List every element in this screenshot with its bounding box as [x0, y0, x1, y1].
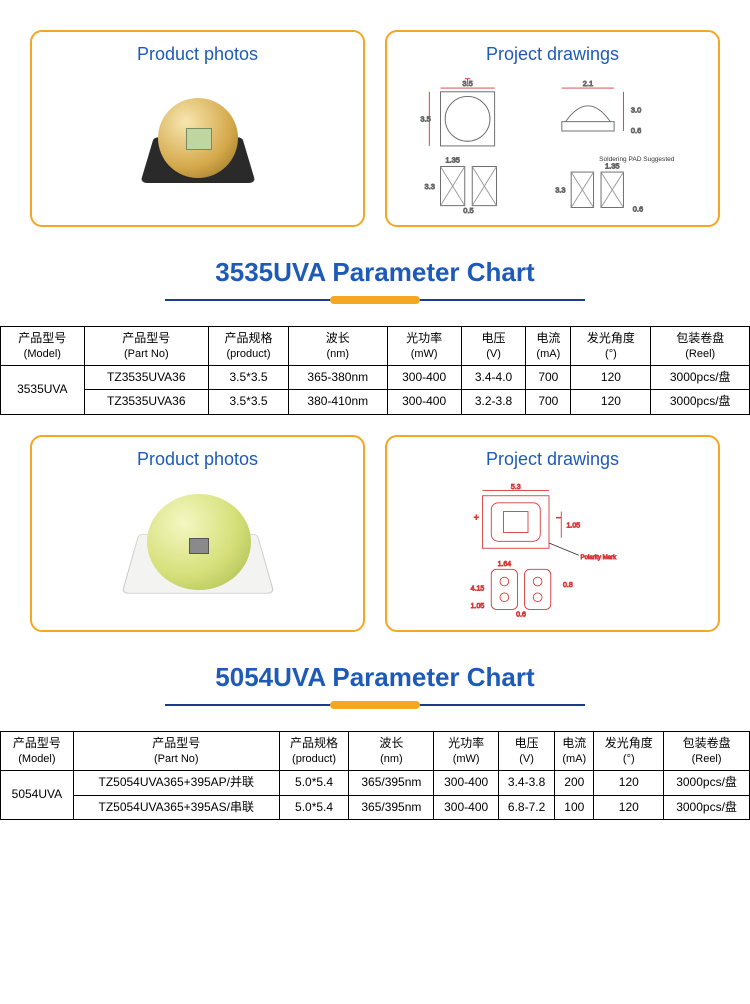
svg-text:1.35: 1.35 — [445, 156, 460, 165]
chart-title-3535: 3535UVA Parameter Chart — [0, 257, 750, 306]
card-title: Project drawings — [397, 44, 708, 65]
product-photo-3535 — [42, 75, 353, 215]
card-row-3535: Product photos Project drawings 3.5 3.5 — [30, 30, 720, 227]
title-underline — [165, 701, 585, 711]
table-header-row: 产品型号(Model) 产品型号(Part No) 产品规格(product) … — [1, 327, 750, 366]
svg-text:5.3: 5.3 — [511, 484, 521, 491]
led-3535-render — [138, 90, 258, 200]
card-title: Project drawings — [397, 449, 708, 470]
svg-text:0.5: 0.5 — [463, 206, 473, 215]
svg-text:3.5: 3.5 — [420, 115, 430, 124]
chart-title-text: 3535UVA Parameter Chart — [215, 257, 534, 288]
chart-title-5054: 5054UVA Parameter Chart — [0, 662, 750, 711]
model-cell: 5054UVA — [1, 770, 74, 819]
svg-text:Polarity Mark: Polarity Mark — [581, 554, 618, 561]
svg-text:3.3: 3.3 — [555, 186, 565, 195]
svg-text:1.64: 1.64 — [498, 561, 512, 568]
drawing-3535: 3.5 3.5 2.1 3.0 0.6 — [397, 75, 708, 215]
svg-text:2.1: 2.1 — [583, 79, 593, 88]
svg-text:3.3: 3.3 — [425, 182, 435, 191]
svg-text:3.5: 3.5 — [462, 79, 472, 88]
svg-text:1.05: 1.05 — [567, 522, 581, 529]
card-row-5054: Product photos Project drawings 5.3 + − — [30, 435, 720, 632]
table-row: 5054UVA TZ5054UVA365+395AP/并联 5.0*5.4 36… — [1, 770, 750, 795]
card-title: Product photos — [42, 44, 353, 65]
drawing-5054-svg: 5.3 + − Polarity Mark 1.05 1.64 4.15 — [397, 480, 708, 620]
svg-text:3.0: 3.0 — [631, 105, 641, 114]
table-header-row: 产品型号(Model) 产品型号(Part No) 产品规格(product) … — [1, 732, 750, 771]
table-row: TZ3535UVA36 3.5*3.5 380-410nm 300-400 3.… — [1, 390, 750, 415]
svg-text:0.6: 0.6 — [633, 204, 643, 213]
drawing-5054: 5.3 + − Polarity Mark 1.05 1.64 4.15 — [397, 480, 708, 620]
svg-text:1.05: 1.05 — [471, 603, 485, 610]
model-cell: 3535UVA — [1, 365, 85, 414]
param-table-3535: 产品型号(Model) 产品型号(Part No) 产品规格(product) … — [0, 326, 750, 415]
product-photos-card: Product photos — [30, 30, 365, 227]
product-photos-card: Product photos — [30, 435, 365, 632]
svg-text:+: + — [474, 512, 479, 522]
table-row: 3535UVA TZ3535UVA36 3.5*3.5 365-380nm 30… — [1, 365, 750, 390]
table-row: TZ5054UVA365+395AS/串联 5.0*5.4 365/395nm … — [1, 795, 750, 820]
led-5054-render — [123, 490, 273, 610]
svg-text:1.35: 1.35 — [605, 161, 620, 170]
product-photo-5054 — [42, 480, 353, 620]
svg-text:0.6: 0.6 — [516, 612, 526, 619]
svg-text:−: − — [556, 512, 561, 522]
drawing-3535-svg: 3.5 3.5 2.1 3.0 0.6 — [397, 75, 708, 215]
chart-title-text: 5054UVA Parameter Chart — [215, 662, 534, 693]
project-drawings-card: Project drawings 5.3 + − Polarity Mark 1… — [385, 435, 720, 632]
title-underline — [165, 296, 585, 306]
param-table-5054: 产品型号(Model) 产品型号(Part No) 产品规格(product) … — [0, 731, 750, 820]
card-title: Product photos — [42, 449, 353, 470]
svg-text:4.15: 4.15 — [471, 585, 485, 592]
project-drawings-card: Project drawings 3.5 3.5 — [385, 30, 720, 227]
svg-text:0.8: 0.8 — [563, 582, 573, 589]
svg-text:0.6: 0.6 — [631, 126, 641, 135]
